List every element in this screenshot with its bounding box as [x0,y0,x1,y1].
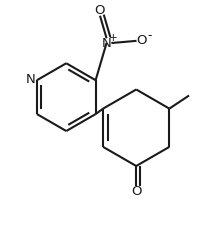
Text: -: - [147,29,152,42]
Text: +: + [109,33,118,43]
Text: N: N [102,36,111,50]
Text: O: O [136,34,147,47]
Text: O: O [95,4,105,17]
Text: N: N [26,73,36,86]
Text: O: O [131,185,141,198]
